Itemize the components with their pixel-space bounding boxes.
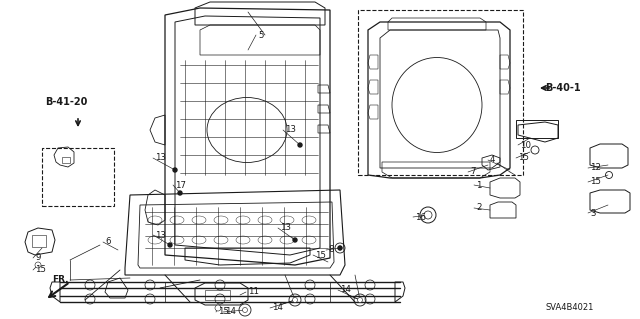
Text: 15: 15 <box>518 153 529 162</box>
Circle shape <box>35 262 41 268</box>
Circle shape <box>298 143 302 147</box>
Circle shape <box>338 246 342 250</box>
Text: 5: 5 <box>258 31 264 40</box>
Text: 8: 8 <box>328 246 333 255</box>
Text: 13: 13 <box>155 231 166 240</box>
Bar <box>32 235 46 247</box>
Circle shape <box>292 298 298 302</box>
Bar <box>62 157 70 163</box>
Text: 10: 10 <box>520 140 531 150</box>
Circle shape <box>243 308 248 313</box>
Text: 1: 1 <box>476 181 481 189</box>
Text: 11: 11 <box>248 287 259 296</box>
Circle shape <box>173 168 177 172</box>
Text: 15: 15 <box>35 265 46 275</box>
Text: 2: 2 <box>476 204 481 212</box>
Text: 9: 9 <box>35 254 40 263</box>
Text: 14: 14 <box>340 286 351 294</box>
Text: 16: 16 <box>415 212 426 221</box>
Text: 13: 13 <box>280 224 291 233</box>
Text: 15: 15 <box>590 177 601 187</box>
Text: B-41-20: B-41-20 <box>45 97 88 107</box>
Bar <box>516 120 558 138</box>
Text: 17: 17 <box>175 181 186 189</box>
Text: 7: 7 <box>470 167 476 176</box>
Text: 3: 3 <box>590 209 595 218</box>
Text: B-40-1: B-40-1 <box>545 83 580 93</box>
Text: 14: 14 <box>272 303 283 313</box>
Text: 15: 15 <box>218 308 229 316</box>
Text: 13: 13 <box>285 125 296 135</box>
Text: 14: 14 <box>225 308 236 316</box>
Text: 15: 15 <box>315 250 326 259</box>
Circle shape <box>293 238 297 242</box>
Text: FR.: FR. <box>52 276 68 285</box>
Circle shape <box>215 305 221 311</box>
Bar <box>358 10 523 175</box>
Text: 13: 13 <box>155 153 166 162</box>
Circle shape <box>358 298 362 302</box>
Bar <box>42 148 114 206</box>
Bar <box>205 290 230 300</box>
Text: 6: 6 <box>105 238 111 247</box>
Circle shape <box>168 243 172 247</box>
Circle shape <box>178 191 182 195</box>
Text: SVA4B4021: SVA4B4021 <box>545 303 593 313</box>
Circle shape <box>338 246 342 250</box>
Text: 12: 12 <box>590 164 601 173</box>
Text: 4: 4 <box>490 155 495 165</box>
Circle shape <box>424 211 432 219</box>
